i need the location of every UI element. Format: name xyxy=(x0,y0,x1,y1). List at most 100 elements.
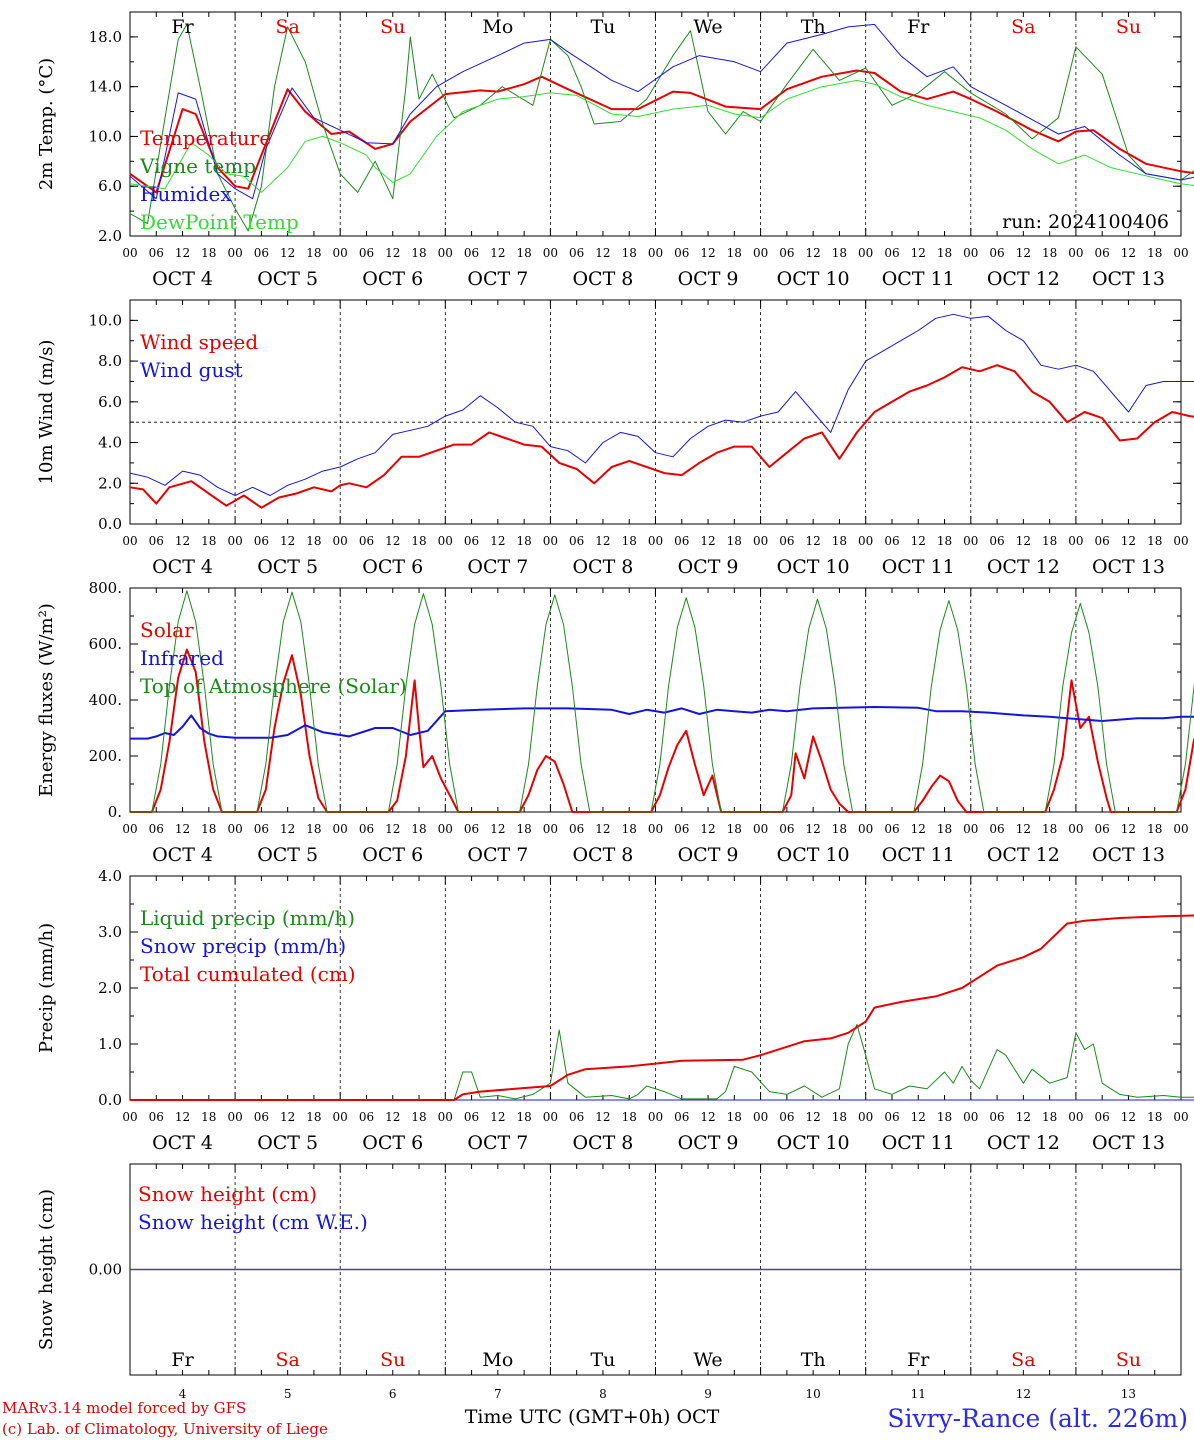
hour-tick-label: 12 xyxy=(280,822,295,836)
hour-tick-label: 12 xyxy=(175,822,190,836)
panel-5: 0.00 Snow height (cm) Snow height (cm) Snow… xyxy=(36,1163,1182,1401)
hour-tick-label: 06 xyxy=(464,1110,479,1124)
hour-tick-label: 18 xyxy=(1147,822,1162,836)
hour-tick-label: 12 xyxy=(806,246,821,260)
day-name: Sa xyxy=(1011,16,1035,38)
hour-tick-label: 12 xyxy=(911,822,926,836)
hour-tick-label: 18 xyxy=(1042,1110,1057,1124)
day-name: Sa xyxy=(275,16,299,38)
hour-tick-label: 18 xyxy=(1042,246,1057,260)
hour-tick-label: 12 xyxy=(806,822,821,836)
series-line xyxy=(129,364,1194,509)
y-tick-label: 200. xyxy=(89,747,122,765)
day-number: 7 xyxy=(494,1387,502,1401)
hour-tick-label: 18 xyxy=(306,1110,321,1124)
date-label: OCT 13 xyxy=(1092,556,1165,578)
hour-tick-label: 06 xyxy=(149,246,164,260)
hour-tick-label: 18 xyxy=(622,1110,637,1124)
hour-tick-label: 18 xyxy=(306,534,321,548)
series-group xyxy=(129,23,1194,232)
hour-tick-label: 12 xyxy=(700,246,715,260)
hour-tick-label: 06 xyxy=(359,534,374,548)
day-number: 9 xyxy=(704,1387,712,1401)
hour-tick-label: 00 xyxy=(648,246,663,260)
y-tick-label: 6.0 xyxy=(98,177,122,195)
hour-tick-label: 06 xyxy=(464,822,479,836)
hour-tick-label: 18 xyxy=(1042,822,1057,836)
panels-group: 2.0 6.0 10.0 14.0 18.0 2m Temp. (°C) Temperatu… xyxy=(36,11,1194,1401)
hour-tick-label: 06 xyxy=(1095,246,1110,260)
hour-tick-label: 12 xyxy=(385,534,400,548)
hour-tick-label: 06 xyxy=(674,822,689,836)
hour-tick-label: 06 xyxy=(569,822,584,836)
day-number: 13 xyxy=(1121,1387,1136,1401)
hour-tick-label: 06 xyxy=(1095,822,1110,836)
hour-tick-label: 12 xyxy=(911,246,926,260)
hour-tick-label: 18 xyxy=(727,822,742,836)
date-label: OCT 7 xyxy=(467,556,528,578)
panel-2: 0.0 2.0 4.0 6.0 8.0 10.0 10m Wind (m/s) Wind sp… xyxy=(36,299,1194,578)
date-label: OCT 12 xyxy=(987,556,1060,578)
hour-tick-label: 12 xyxy=(1121,1110,1136,1124)
hour-tick-label: 06 xyxy=(989,822,1004,836)
y-tick-label: 0.00 xyxy=(89,1261,122,1279)
hour-tick-label: 00 xyxy=(227,1110,242,1124)
legend-entry: Wind speed xyxy=(140,330,258,354)
day-name: Fr xyxy=(171,1349,194,1371)
y-tick-label: 400. xyxy=(89,691,122,709)
hour-tick-label: 06 xyxy=(569,246,584,260)
hour-tick-label: 18 xyxy=(306,246,321,260)
hour-tick-label: 06 xyxy=(359,822,374,836)
day-name: Fr xyxy=(907,1349,930,1371)
date-label: OCT 4 xyxy=(152,268,213,290)
hour-tick-label: 18 xyxy=(411,534,426,548)
hour-tick-label: 18 xyxy=(937,1110,952,1124)
hour-tick-label: 00 xyxy=(1173,1110,1188,1124)
legend-entry: Humidex xyxy=(140,182,232,206)
hour-tick-label: 06 xyxy=(569,534,584,548)
y-tick-label: 10.0 xyxy=(89,127,122,145)
date-label: OCT 4 xyxy=(152,844,213,866)
hour-tick-label: 18 xyxy=(832,822,847,836)
date-label: OCT 11 xyxy=(882,556,955,578)
day-name: Tu xyxy=(590,16,615,38)
day-name: Su xyxy=(1116,1349,1141,1371)
hour-tick-label: 12 xyxy=(280,534,295,548)
y-axis-title: 2m Temp. (°C) xyxy=(36,58,57,190)
date-label: OCT 5 xyxy=(257,1132,318,1154)
hour-tick-label: 18 xyxy=(516,1110,531,1124)
y-axis-title: 10m Wind (m/s) xyxy=(36,340,57,485)
date-label: OCT 8 xyxy=(572,268,633,290)
hour-tick-label: 00 xyxy=(333,534,348,548)
hour-tick-label: 00 xyxy=(122,534,137,548)
hour-tick-label: 00 xyxy=(753,822,768,836)
date-label: OCT 7 xyxy=(467,268,528,290)
hour-tick-label: 18 xyxy=(516,534,531,548)
hour-tick-label: 12 xyxy=(1121,534,1136,548)
hour-tick-label: 18 xyxy=(937,534,952,548)
model-credit: MARv3.14 model forced by GFS xyxy=(2,1399,246,1417)
series-line xyxy=(129,23,1194,200)
legend-entry: Wind gust xyxy=(140,358,243,382)
hour-tick-label: 18 xyxy=(411,1110,426,1124)
series-line xyxy=(129,313,1194,496)
hour-tick-label: 00 xyxy=(438,1110,453,1124)
legend-entry: Temperature xyxy=(140,126,271,150)
day-name: We xyxy=(693,1349,722,1371)
y-axis-title: Snow height (cm) xyxy=(36,1189,57,1350)
hour-tick-label: 12 xyxy=(490,246,505,260)
day-number: 6 xyxy=(389,1387,397,1401)
day-number: 5 xyxy=(284,1387,292,1401)
hour-tick-label: 12 xyxy=(1121,822,1136,836)
hour-tick-label: 00 xyxy=(227,246,242,260)
hour-tick-label: 06 xyxy=(359,1110,374,1124)
lab-credit: (c) Lab. of Climatology, University of L… xyxy=(2,1420,328,1438)
date-label: OCT 4 xyxy=(152,1132,213,1154)
legend-entry: Snow height (cm W.E.) xyxy=(138,1210,368,1234)
hour-tick-label: 12 xyxy=(595,246,610,260)
day-number: 10 xyxy=(806,1387,821,1401)
hour-tick-label: 18 xyxy=(832,246,847,260)
hour-tick-label: 12 xyxy=(1121,246,1136,260)
series-line xyxy=(129,69,1194,194)
hour-tick-label: 00 xyxy=(963,246,978,260)
